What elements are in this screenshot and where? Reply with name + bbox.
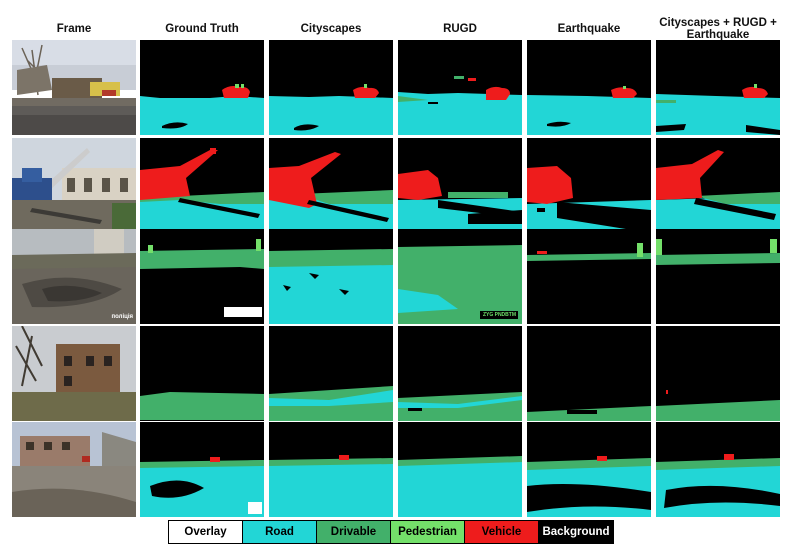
seg-cityscapes-row5 (269, 422, 393, 517)
watermark-label-rugd-row3: ZYG PNDBTM (482, 312, 516, 318)
seg-rugd-row2 (398, 138, 522, 233)
seg-ground-truth-row1 (140, 40, 264, 135)
seg-cityscapes-row3 (269, 229, 393, 324)
seg-cityscapes-row1 (269, 40, 393, 135)
seg-combined-row2 (656, 138, 780, 233)
seg-cityscapes-row4 (269, 326, 393, 421)
seg-ground-truth-row4 (140, 326, 264, 421)
column-header-ground-truth: Ground Truth (165, 23, 239, 35)
seg-combined-row1 (656, 40, 780, 135)
column-header-cityscapes: Cityscapes (300, 23, 362, 35)
seg-ground-truth-row5 (140, 422, 264, 517)
seg-ground-truth-row3 (140, 229, 264, 324)
seg-combined-row4 (656, 326, 780, 421)
seg-earthquake-row5 (527, 422, 651, 517)
frame-photo-row5 (12, 422, 136, 517)
seg-earthquake-row1 (527, 40, 651, 135)
legend-road: Road (243, 521, 317, 543)
watermark-label-row3: поліція (111, 314, 133, 320)
seg-rugd-row1 (398, 40, 522, 135)
legend-vehicle: Vehicle (465, 521, 539, 543)
frame-photo-row2 (12, 138, 136, 233)
seg-rugd-row4 (398, 326, 522, 421)
seg-earthquake-row4 (527, 326, 651, 421)
column-header-frame: Frame (56, 23, 92, 35)
seg-combined-row5 (656, 422, 780, 517)
seg-earthquake-row3 (527, 229, 651, 324)
legend: Overlay Road Drivable Pedestrian Vehicle… (168, 520, 614, 544)
seg-rugd-row3: ZYG PNDBTM (398, 229, 522, 324)
frame-photo-row4 (12, 326, 136, 421)
seg-combined-row3 (656, 229, 780, 324)
legend-pedestrian: Pedestrian (391, 521, 465, 543)
column-header-rugd: RUGD (443, 23, 477, 35)
column-header-combined: Cityscapes + RUGD + Earthquake (659, 17, 777, 41)
seg-cityscapes-row2 (269, 138, 393, 233)
legend-drivable: Drivable (317, 521, 391, 543)
seg-earthquake-row2 (527, 138, 651, 233)
seg-rugd-row5 (398, 422, 522, 517)
legend-background: Background (539, 521, 613, 543)
column-header-earthquake: Earthquake (557, 23, 621, 35)
frame-photo-row3: поліція (12, 229, 136, 324)
seg-ground-truth-row2 (140, 138, 264, 233)
frame-photo-row1 (12, 40, 136, 135)
legend-overlay: Overlay (169, 521, 243, 543)
